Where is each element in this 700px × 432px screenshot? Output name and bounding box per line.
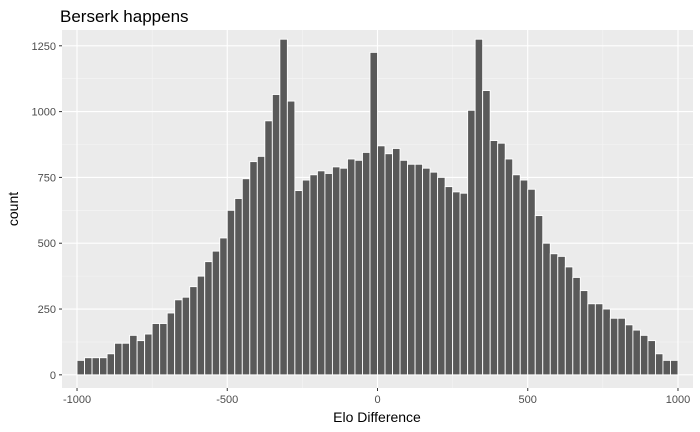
y-axis-title: count [5, 192, 21, 226]
histogram-bar [339, 167, 348, 376]
histogram-bar [99, 357, 108, 376]
histogram-bar [504, 158, 514, 376]
histogram-bars [76, 38, 679, 376]
histogram-bar [399, 159, 408, 376]
histogram-bar [587, 303, 596, 376]
histogram-bar [331, 166, 341, 376]
histogram-bar [362, 151, 371, 376]
histogram-bar [211, 250, 221, 376]
y-tick-label: 500 [38, 238, 56, 250]
histogram-bar [136, 340, 146, 376]
histogram-bar [549, 253, 559, 376]
histogram-bar [594, 303, 604, 376]
histogram-bar [579, 290, 589, 376]
x-tick-label: 1000 [666, 394, 690, 406]
histogram-bar [474, 38, 484, 376]
histogram-bar [519, 179, 529, 376]
histogram-bar [459, 192, 469, 376]
axes: -1000 -500 0 500 1000 0 250 500 750 1000 1250 [32, 41, 691, 406]
histogram-bar [392, 148, 401, 376]
histogram-bar [286, 100, 296, 376]
histogram-bar [384, 153, 393, 376]
histogram-bar [166, 312, 176, 376]
histogram-bar [534, 215, 544, 376]
histogram-bar [84, 357, 93, 376]
histogram-bar [106, 353, 116, 376]
histogram-bar [482, 90, 491, 376]
histogram-bar [564, 266, 574, 376]
histogram-bar [279, 38, 288, 376]
histogram-bar [452, 191, 461, 376]
histogram-bar [189, 286, 198, 376]
histogram-bar [196, 275, 206, 376]
histogram-bar [76, 359, 85, 376]
histogram-bar [542, 242, 551, 376]
histogram-bar [369, 51, 378, 376]
histogram-bar [624, 324, 634, 376]
histogram-bar [489, 140, 499, 376]
histogram-bar [654, 353, 664, 376]
x-tick-label: -1000 [63, 394, 91, 406]
histogram-bar [444, 186, 454, 376]
y-tick-label: 1000 [32, 107, 56, 119]
histogram-bar [294, 190, 303, 376]
y-tick-label: 750 [38, 172, 56, 184]
histogram-bar [324, 173, 333, 376]
histogram-bar [234, 198, 243, 376]
histogram-bar [271, 94, 281, 376]
histogram-bar [670, 359, 679, 376]
y-tick-label: 0 [50, 370, 56, 382]
histogram-bar [316, 170, 326, 376]
histogram-bar [354, 159, 363, 376]
histogram-bar [632, 329, 641, 376]
x-tick-label: -500 [216, 394, 238, 406]
histogram-bar [241, 178, 251, 376]
histogram-bar [429, 171, 439, 376]
y-tick-label: 250 [38, 304, 56, 316]
histogram-bar [662, 359, 671, 376]
histogram-bar [414, 163, 424, 376]
histogram-bar [407, 163, 416, 376]
y-tick-label: 1250 [32, 41, 56, 53]
histogram-bar [159, 323, 168, 376]
histogram-bar [527, 188, 536, 376]
chart-title: Berserk happens [60, 7, 189, 26]
x-tick-label: 0 [374, 394, 380, 406]
histogram-bar [129, 334, 138, 376]
histogram-bar [181, 296, 191, 376]
histogram-bar [347, 158, 356, 376]
histogram-bar [301, 179, 311, 376]
histogram-bar [144, 333, 153, 376]
histogram-bar [151, 323, 161, 376]
histogram-bar [617, 317, 626, 376]
histogram-bar [639, 334, 649, 376]
histogram-bar [174, 299, 183, 376]
histogram-bar [647, 340, 656, 376]
x-tick-label: 500 [519, 394, 537, 406]
histogram-bar [91, 357, 101, 376]
x-axis-title: Elo Difference [333, 409, 421, 425]
histogram-bar [377, 145, 386, 376]
histogram-bar [204, 261, 213, 376]
histogram-bar [497, 142, 506, 376]
histogram-bar [114, 342, 123, 376]
histogram-bar [572, 276, 581, 376]
histogram-bar [467, 109, 476, 376]
histogram-bar [256, 155, 266, 376]
histogram-bar [226, 209, 236, 376]
histogram-bar [557, 255, 566, 376]
histogram-bar [249, 161, 258, 376]
histogram-bar [121, 342, 131, 376]
histogram-bar [437, 176, 446, 376]
histogram-bar [309, 174, 318, 376]
histogram-bar [602, 308, 611, 376]
histogram-bar [219, 237, 228, 376]
histogram-bar [264, 120, 273, 376]
histogram-bar [609, 317, 619, 376]
histogram-bar [422, 167, 431, 376]
histogram-bar [512, 174, 521, 376]
